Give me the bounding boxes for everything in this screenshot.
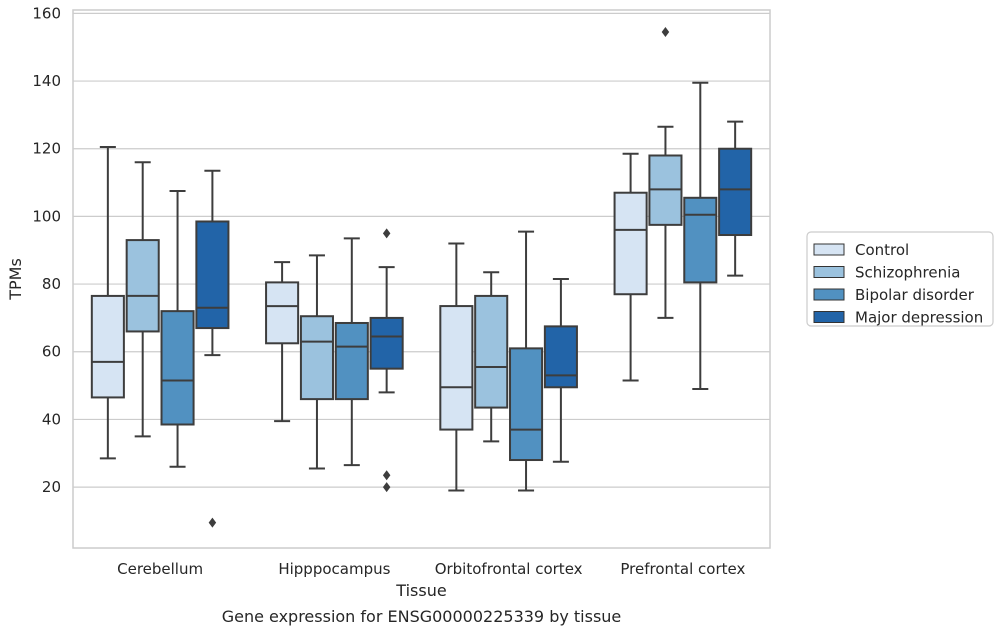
- legend-label: Major depression: [855, 309, 983, 327]
- legend-item-control: Control: [813, 241, 909, 259]
- outlier-point-0: [208, 517, 217, 528]
- legend-swatch: [813, 288, 845, 301]
- box-iqr: [125, 239, 160, 333]
- box-prefrontal-cortex-schizophrenia: [648, 26, 683, 319]
- box-iqr: [160, 310, 195, 426]
- x-tick-label-prefrontal-cortex: Prefrontal cortex: [620, 560, 745, 578]
- box-orbitofrontal-cortex-schizophrenia: [474, 271, 509, 443]
- x-tick-label-cerebellum: Cerebellum: [117, 560, 203, 578]
- legend-item-major-depression: Major depression: [813, 309, 983, 327]
- x-tick-label-orbitofrontal-cortex: Orbitofrontal cortex: [435, 560, 583, 578]
- box-iqr: [683, 196, 718, 284]
- legend-label: Control: [855, 241, 909, 259]
- y-axis-label: TPMs: [6, 258, 25, 301]
- x-axis-label: Tissue: [395, 581, 446, 600]
- legend-swatch: [813, 311, 845, 323]
- box-iqr: [195, 220, 230, 330]
- y-tick-label-160: 160: [32, 4, 61, 22]
- outlier-point-0: [661, 26, 670, 37]
- box-iqr: [718, 147, 753, 237]
- box-iqr: [543, 325, 578, 389]
- legend: Control Schizophrenia Bipolar disorder Majo…: [806, 231, 994, 327]
- box-cerebellum-major-depression: [195, 169, 230, 528]
- legend-swatch: [813, 266, 845, 278]
- box-iqr: [334, 321, 369, 401]
- legend-swatch: [813, 243, 845, 256]
- legend-label: Schizophrenia: [855, 264, 960, 282]
- box-prefrontal-cortex-control: [613, 152, 648, 382]
- y-tick-label-20: 20: [42, 478, 61, 496]
- box-iqr: [439, 305, 474, 431]
- y-tick-labels: 20 40 60 80 100 120 140 160: [32, 4, 61, 496]
- box-orbitofrontal-cortex-major-depression: [543, 278, 578, 463]
- plot-area-frame: [72, 9, 771, 549]
- box-hipppocampus-schizophrenia: [299, 254, 334, 470]
- box-iqr: [90, 294, 125, 399]
- box-cerebellum-control: [90, 146, 125, 460]
- legend-item-schizophrenia: Schizophrenia: [813, 264, 960, 282]
- y-tick-label-120: 120: [32, 140, 61, 158]
- y-tick-label-40: 40: [42, 410, 61, 428]
- box-iqr: [613, 191, 648, 296]
- legend-item-bipolar-disorder: Bipolar disorder: [813, 286, 975, 304]
- box-prefrontal-cortex-major-depression: [718, 120, 753, 277]
- legend-frame: [806, 231, 994, 327]
- box-iqr: [474, 294, 509, 409]
- outlier-point-2: [382, 482, 391, 493]
- box-iqr: [509, 347, 544, 462]
- box-hipppocampus-major-depression: [369, 228, 404, 493]
- box-iqr: [265, 281, 300, 345]
- box-iqr: [299, 315, 334, 401]
- box-orbitofrontal-cortex-bipolar-disorder: [509, 230, 544, 492]
- box-series: [90, 26, 753, 528]
- box-cerebellum-bipolar-disorder: [160, 190, 195, 468]
- box-hipppocampus-control: [265, 261, 300, 423]
- x-tick-labels: Cerebellum Hipppocampus Orbitofrontal cort…: [117, 560, 745, 578]
- y-tick-label-60: 60: [42, 343, 61, 361]
- y-tick-label-140: 140: [32, 72, 61, 90]
- outlier-point-0: [382, 228, 391, 239]
- box-iqr: [369, 316, 404, 370]
- chart-caption: Gene expression for ENSG00000225339 by t…: [222, 607, 622, 626]
- box-orbitofrontal-cortex-control: [439, 242, 474, 492]
- box-cerebellum-schizophrenia: [125, 161, 160, 438]
- y-tick-label-80: 80: [42, 275, 61, 293]
- y-tick-label-100: 100: [32, 207, 61, 225]
- box-hipppocampus-bipolar-disorder: [334, 237, 369, 467]
- x-tick-label-hipppocampus: Hipppocampus: [278, 560, 390, 578]
- outlier-point-1: [382, 470, 391, 481]
- box-prefrontal-cortex-bipolar-disorder: [683, 81, 718, 390]
- legend-label: Bipolar disorder: [855, 286, 975, 304]
